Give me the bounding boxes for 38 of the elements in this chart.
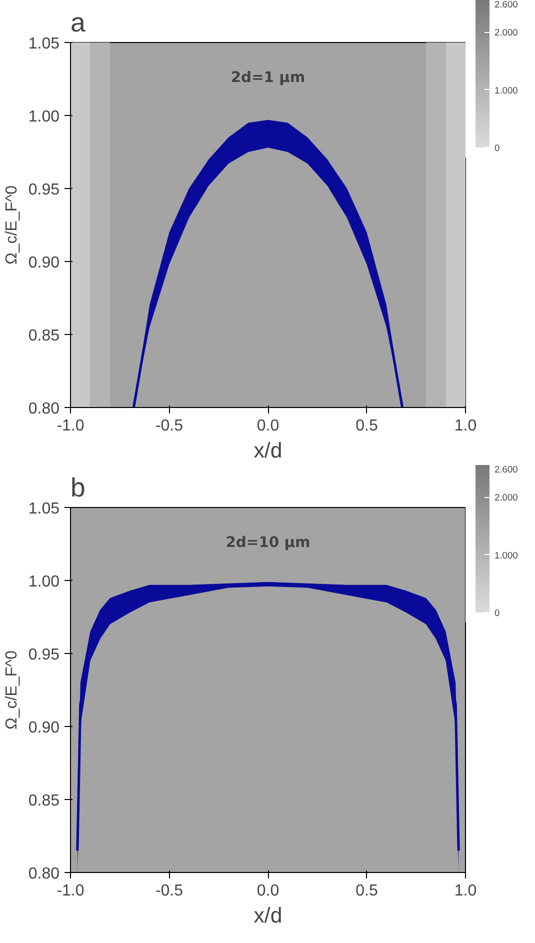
color-bar-label: 2.600 (494, 0, 518, 10)
color-bar-label: 2.000 (494, 28, 518, 38)
x-tick-label: 0.5 (356, 418, 378, 434)
x-tick-label: 0.0 (256, 882, 280, 900)
y-tick-label: 0.80 (28, 866, 60, 882)
y-axis-title: Ω_c/E_F^0 (3, 650, 20, 730)
y-tick-label: 0.95 (28, 646, 60, 664)
y-tick-label: 0.95 (28, 182, 60, 198)
annotation: 2d=1 μm (230, 69, 306, 86)
x-tick-label: 1.0 (454, 882, 477, 900)
color-bar-label: 0 (494, 143, 500, 153)
x-tick-label: -1.0 (56, 882, 84, 900)
color-bar-label: 2.600 (494, 464, 518, 474)
x-axis-title: x/d (254, 904, 282, 928)
color-bar-label: 0 (494, 608, 500, 618)
x-axis-title: x/d (254, 438, 282, 462)
color-bar-label: 1.000 (494, 550, 518, 560)
y-tick-label: 1.00 (28, 574, 60, 590)
y-axis-title: Ω_c/E_F^0 (3, 185, 20, 265)
y-tick-label: 1.05 (28, 36, 60, 52)
annotation: 2d=10 μm (226, 534, 310, 551)
color-bar-label: 1.000 (494, 85, 518, 96)
y-tick-label: 1.00 (28, 108, 60, 126)
chart-title: a (70, 8, 86, 38)
y-tick-label: 0.85 (28, 328, 60, 344)
x-tick-label: -0.5 (155, 418, 184, 434)
y-tick-label: 0.80 (28, 400, 60, 418)
x-tick-label: -0.5 (155, 882, 184, 900)
x-tick-label: 1.0 (454, 418, 477, 434)
color-bar-label: 2.000 (494, 492, 518, 503)
x-tick-label: 0.5 (356, 882, 378, 900)
y-tick-label: 1.05 (28, 500, 60, 518)
y-tick-label: 0.90 (28, 254, 60, 272)
x-tick-label: -1.0 (56, 418, 84, 434)
x-tick-label: 0.0 (256, 418, 280, 434)
y-tick-label: 0.90 (28, 720, 60, 736)
chart-title: b (70, 472, 86, 502)
y-tick-label: 0.85 (28, 792, 60, 810)
